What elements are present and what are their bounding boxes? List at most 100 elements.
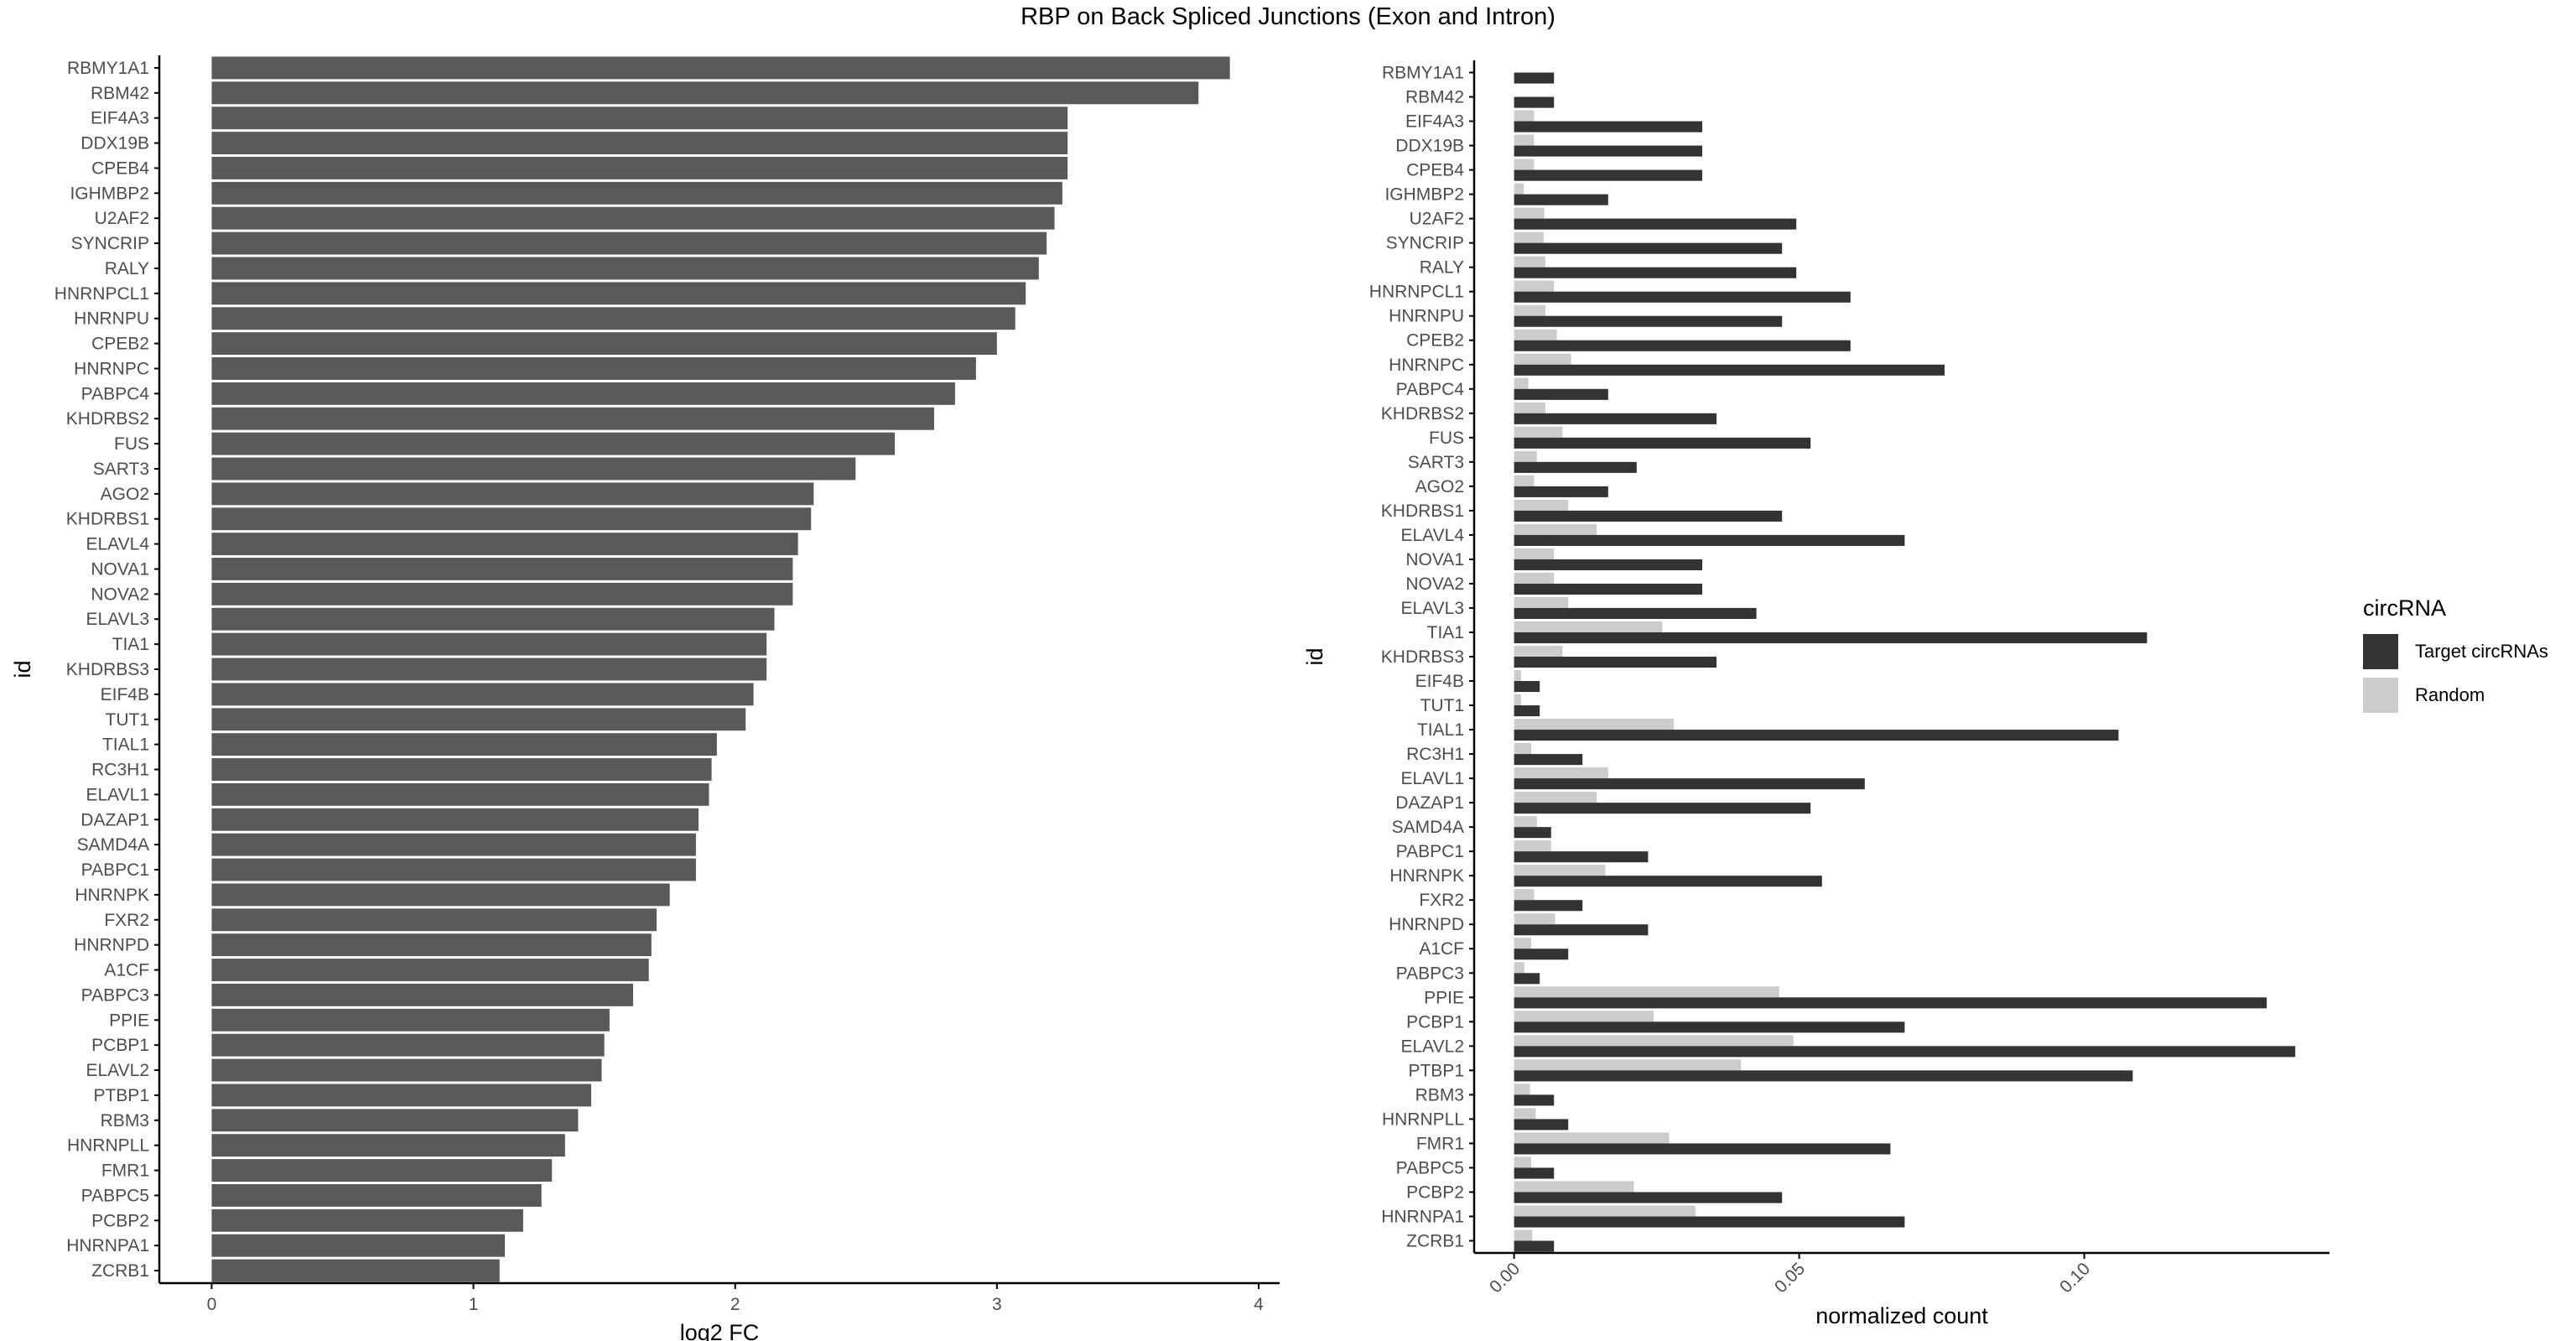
y-axis-title-right: id [1302, 647, 1327, 665]
bar-left-u2af2 [211, 206, 1055, 230]
y-tick-label-right: HNRNPD [1389, 915, 1464, 934]
bar-target-ddx19b [1514, 145, 1702, 157]
y-tick-label-right: CPEB4 [1406, 161, 1464, 180]
y-tick-label-right: ELAVL2 [1401, 1037, 1465, 1056]
bar-target-hnrnpcl1 [1514, 291, 1851, 303]
y-tick-label-right: RALY [1420, 258, 1464, 278]
bar-target-dazap1 [1514, 803, 1811, 814]
bar-random-tial1 [1514, 719, 1674, 730]
y-tick-label-right: SAMD4A [1392, 818, 1464, 837]
bar-target-cpeb2 [1514, 340, 1851, 351]
bar-left-pcbp2 [211, 1208, 523, 1232]
bar-left-rbm3 [211, 1109, 579, 1132]
bar-random-hnrnpu [1514, 304, 1545, 316]
y-tick-label-right: SART3 [1408, 453, 1464, 472]
legend-title: circRNA [2363, 595, 2446, 621]
bar-target-cpeb4 [1514, 169, 1702, 181]
y-tick-label-right: A1CF [1419, 939, 1464, 959]
y-tick-label-right: FXR2 [1419, 891, 1464, 910]
bar-target-elavl2 [1514, 1046, 2296, 1058]
y-tick-label-left: PABPC4 [81, 384, 150, 403]
y-tick-label-right: RBMY1A1 [1382, 64, 1464, 83]
bar-random-ago2 [1514, 475, 1535, 486]
bar-left-hnrnpa1 [211, 1234, 506, 1257]
bar-random-ddx19b [1514, 134, 1535, 146]
bar-target-elavl1 [1514, 778, 1865, 790]
y-tick-label-right: PABPC3 [1396, 964, 1464, 983]
y-tick-label-right: HNRNPLL [1382, 1110, 1464, 1129]
bar-left-fmr1 [211, 1159, 553, 1182]
bar-left-hnrnpcl1 [211, 282, 1026, 305]
bar-left-fxr2 [211, 908, 657, 932]
bar-target-rbmy1a1 [1514, 72, 1555, 84]
y-tick-label-right: TIAL1 [1417, 720, 1464, 740]
y-tick-label-right: DAZAP1 [1395, 793, 1464, 813]
bar-random-nova2 [1514, 572, 1555, 584]
bar-random-fxr2 [1514, 889, 1535, 901]
bar-left-pabpc5 [211, 1183, 542, 1207]
bar-left-rc3h1 [211, 758, 712, 781]
y-tick-label-right: HNRNPCL1 [1369, 283, 1464, 302]
bar-random-tia1 [1514, 621, 1663, 632]
bar-left-tut1 [211, 708, 746, 731]
bar-target-nova2 [1514, 583, 1702, 595]
y-tick-label-right: RC3H1 [1406, 745, 1464, 764]
y-tick-label-right: PTBP1 [1408, 1061, 1464, 1080]
y-tick-label-left: ELAVL2 [86, 1061, 150, 1080]
bar-random-dazap1 [1514, 792, 1597, 803]
bar-random-tut1 [1514, 694, 1521, 706]
bar-target-ago2 [1514, 486, 1608, 497]
y-tick-label-right: DDX19B [1395, 137, 1464, 156]
bar-left-khdrbs3 [211, 658, 767, 681]
y-tick-label-right: AGO2 [1415, 477, 1464, 496]
bar-random-raly [1514, 256, 1545, 268]
bar-target-zcrb1 [1514, 1240, 1555, 1252]
y-tick-label-right: KHDRBS2 [1381, 404, 1464, 424]
bar-left-sart3 [211, 457, 856, 481]
bar-random-elavl4 [1514, 523, 1597, 535]
bar-left-hnrnpd [211, 933, 652, 957]
bar-left-hnrnpll [211, 1134, 565, 1157]
bar-target-pabpc5 [1514, 1167, 1555, 1179]
bar-random-zcrb1 [1514, 1229, 1533, 1241]
y-tick-label-right: IGHMBP2 [1384, 185, 1464, 205]
y-tick-label-right: U2AF2 [1410, 210, 1464, 229]
y-tick-label-left: PCBP2 [91, 1211, 149, 1230]
bar-left-raly [211, 257, 1039, 280]
y-tick-label-right: KHDRBS3 [1381, 647, 1464, 667]
y-tick-label-right: PABPC1 [1396, 842, 1464, 861]
bar-target-khdrbs2 [1514, 413, 1716, 424]
y-tick-label-left: TUT1 [106, 710, 150, 730]
bar-target-eif4a3 [1514, 121, 1702, 133]
legend: circRNA Target circRNAs Random [2363, 595, 2548, 719]
bar-random-pcbp1 [1514, 1011, 1654, 1022]
bar-left-hnrnpk [211, 883, 670, 907]
y-tick-label-left: HNRNPCL1 [55, 284, 149, 304]
y-tick-label-right: FMR1 [1416, 1134, 1464, 1153]
bar-left-elavl1 [211, 782, 709, 806]
legend-item-random: Random [2363, 675, 2548, 715]
bar-random-khdrbs3 [1514, 645, 1563, 657]
bar-left-rbmy1a1 [211, 56, 1230, 80]
bar-random-cpeb2 [1514, 329, 1557, 340]
y-tick-label-right: EIF4A3 [1405, 112, 1464, 132]
bar-random-elavl2 [1514, 1035, 1794, 1047]
bar-random-elavl1 [1514, 767, 1608, 779]
bar-target-tia1 [1514, 632, 2148, 644]
bar-random-a1cf [1514, 938, 1531, 949]
bar-random-nova1 [1514, 548, 1555, 559]
y-tick-label-left: FMR1 [101, 1162, 149, 1181]
y-tick-label-left: HNRNPU [74, 309, 149, 329]
bar-target-pcbp1 [1514, 1021, 1905, 1033]
bar-left-pabpc1 [211, 858, 696, 881]
bar-target-a1cf [1514, 949, 1569, 960]
bar-random-pabpc4 [1514, 377, 1529, 389]
y-tick-label-left: NOVA2 [91, 585, 149, 604]
y-tick-label-left: HNRNPK [75, 886, 149, 905]
bar-random-elavl3 [1514, 596, 1569, 608]
y-tick-label-left: A1CF [104, 961, 149, 980]
bar-random-pabpc5 [1514, 1156, 1531, 1168]
bar-random-cpeb4 [1514, 159, 1535, 170]
bar-target-fmr1 [1514, 1143, 1891, 1155]
